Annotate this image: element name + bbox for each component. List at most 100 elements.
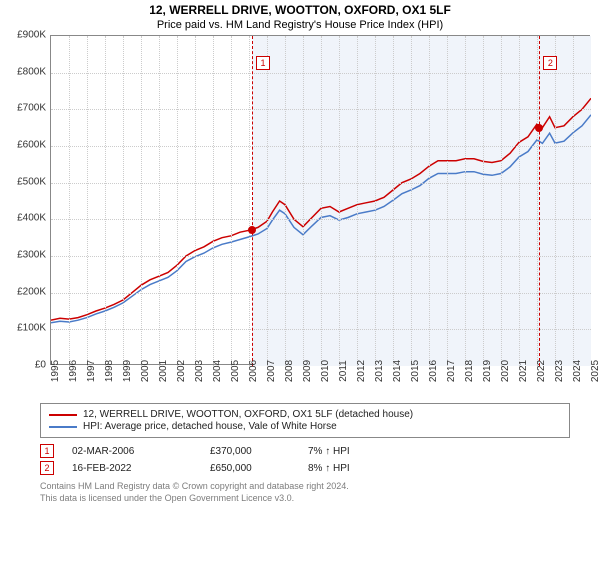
reference-line bbox=[252, 36, 253, 366]
gridline-v bbox=[177, 36, 178, 366]
gridline-v bbox=[555, 36, 556, 366]
gridline-v bbox=[303, 36, 304, 366]
x-axis-label: 2001 bbox=[158, 360, 169, 382]
gridline-v bbox=[429, 36, 430, 366]
transaction-row: 2 16-FEB-2022 £650,000 8% ↑ HPI bbox=[40, 461, 560, 475]
footer-line2: This data is licensed under the Open Gov… bbox=[40, 493, 560, 505]
x-axis-label: 2006 bbox=[248, 360, 259, 382]
legend-box: 12, WERRELL DRIVE, WOOTTON, OXFORD, OX1 … bbox=[40, 403, 570, 438]
y-axis-label: £900K bbox=[17, 30, 46, 41]
data-point-dot bbox=[535, 124, 543, 132]
reference-line bbox=[539, 36, 540, 366]
x-axis-label: 2007 bbox=[266, 360, 277, 382]
gridline-v bbox=[69, 36, 70, 366]
x-axis-label: 2025 bbox=[590, 360, 600, 382]
y-axis-label: £600K bbox=[17, 140, 46, 151]
gridline-v bbox=[123, 36, 124, 366]
transaction-price: £650,000 bbox=[210, 463, 290, 474]
legend-swatch bbox=[49, 414, 77, 416]
transaction-pct: 8% ↑ HPI bbox=[308, 463, 398, 474]
x-axis-label: 1999 bbox=[122, 360, 133, 382]
legend-swatch bbox=[49, 426, 77, 428]
footer-attribution: Contains HM Land Registry data © Crown c… bbox=[40, 481, 560, 504]
x-axis-label: 2003 bbox=[194, 360, 205, 382]
x-axis-label: 2008 bbox=[284, 360, 295, 382]
x-axis-label: 2002 bbox=[176, 360, 187, 382]
gridline-v bbox=[411, 36, 412, 366]
reference-marker: 1 bbox=[256, 56, 270, 70]
data-point-dot bbox=[248, 226, 256, 234]
x-axis-label: 2012 bbox=[356, 360, 367, 382]
gridline-v bbox=[285, 36, 286, 366]
gridline-v bbox=[321, 36, 322, 366]
gridline-v bbox=[213, 36, 214, 366]
x-axis-label: 2000 bbox=[140, 360, 151, 382]
x-axis-label: 2013 bbox=[374, 360, 385, 382]
gridline-v bbox=[501, 36, 502, 366]
gridline-v bbox=[375, 36, 376, 366]
gridline-v bbox=[519, 36, 520, 366]
transaction-date: 16-FEB-2022 bbox=[72, 463, 192, 474]
x-axis-label: 2021 bbox=[518, 360, 529, 382]
transaction-pct: 7% ↑ HPI bbox=[308, 446, 398, 457]
gridline-v bbox=[357, 36, 358, 366]
y-axis-label: £100K bbox=[17, 323, 46, 334]
title-address: 12, WERRELL DRIVE, WOOTTON, OXFORD, OX1 … bbox=[0, 3, 600, 17]
y-axis-label: £400K bbox=[17, 213, 46, 224]
legend-label: 12, WERRELL DRIVE, WOOTTON, OXFORD, OX1 … bbox=[83, 409, 413, 420]
gridline-v bbox=[537, 36, 538, 366]
gridline-v bbox=[483, 36, 484, 366]
transactions-table: 1 02-MAR-2006 £370,000 7% ↑ HPI 2 16-FEB-2022… bbox=[40, 444, 560, 475]
chart-area: 12 £0£100K£200K£300K£400K£500K£600K£700K… bbox=[50, 35, 590, 395]
gridline-v bbox=[87, 36, 88, 366]
transaction-marker: 1 bbox=[40, 444, 54, 458]
y-axis-label: £500K bbox=[17, 176, 46, 187]
title-subtitle: Price paid vs. HM Land Registry's House … bbox=[0, 19, 600, 31]
transaction-marker: 2 bbox=[40, 461, 54, 475]
reference-marker: 2 bbox=[543, 56, 557, 70]
x-axis-label: 2011 bbox=[338, 360, 349, 382]
y-axis-label: £700K bbox=[17, 103, 46, 114]
legend-row: 12, WERRELL DRIVE, WOOTTON, OXFORD, OX1 … bbox=[49, 409, 561, 420]
x-axis-label: 2016 bbox=[428, 360, 439, 382]
transaction-row: 1 02-MAR-2006 £370,000 7% ↑ HPI bbox=[40, 444, 560, 458]
x-axis-label: 2023 bbox=[554, 360, 565, 382]
gridline-v bbox=[393, 36, 394, 366]
gridline-v bbox=[141, 36, 142, 366]
gridline-v bbox=[267, 36, 268, 366]
gridline-v bbox=[105, 36, 106, 366]
legend-row: HPI: Average price, detached house, Vale… bbox=[49, 421, 561, 432]
x-axis-label: 2005 bbox=[230, 360, 241, 382]
gridline-v bbox=[573, 36, 574, 366]
y-axis-label: £800K bbox=[17, 66, 46, 77]
transaction-date: 02-MAR-2006 bbox=[72, 446, 192, 457]
x-axis-label: 1995 bbox=[50, 360, 61, 382]
gridline-v bbox=[447, 36, 448, 366]
y-axis-label: £0 bbox=[35, 360, 46, 371]
gridline-v bbox=[339, 36, 340, 366]
footer-line1: Contains HM Land Registry data © Crown c… bbox=[40, 481, 560, 493]
x-axis-label: 2004 bbox=[212, 360, 223, 382]
y-axis-label: £200K bbox=[17, 286, 46, 297]
x-axis-label: 1997 bbox=[86, 360, 97, 382]
x-axis-label: 2020 bbox=[500, 360, 511, 382]
x-axis-label: 2010 bbox=[320, 360, 331, 382]
y-axis-label: £300K bbox=[17, 250, 46, 261]
x-axis-label: 2015 bbox=[410, 360, 421, 382]
gridline-v bbox=[231, 36, 232, 366]
legend-label: HPI: Average price, detached house, Vale… bbox=[83, 421, 337, 432]
x-axis-label: 1998 bbox=[104, 360, 115, 382]
x-axis-label: 2017 bbox=[446, 360, 457, 382]
gridline-v bbox=[159, 36, 160, 366]
x-axis-label: 2009 bbox=[302, 360, 313, 382]
transaction-price: £370,000 bbox=[210, 446, 290, 457]
chart-plot: 12 bbox=[50, 35, 590, 365]
x-axis-label: 2014 bbox=[392, 360, 403, 382]
gridline-v bbox=[465, 36, 466, 366]
x-axis-label: 2024 bbox=[572, 360, 583, 382]
x-axis-label: 1996 bbox=[68, 360, 79, 382]
gridline-v bbox=[249, 36, 250, 366]
gridline-v bbox=[195, 36, 196, 366]
x-axis-label: 2018 bbox=[464, 360, 475, 382]
x-axis-label: 2022 bbox=[536, 360, 547, 382]
